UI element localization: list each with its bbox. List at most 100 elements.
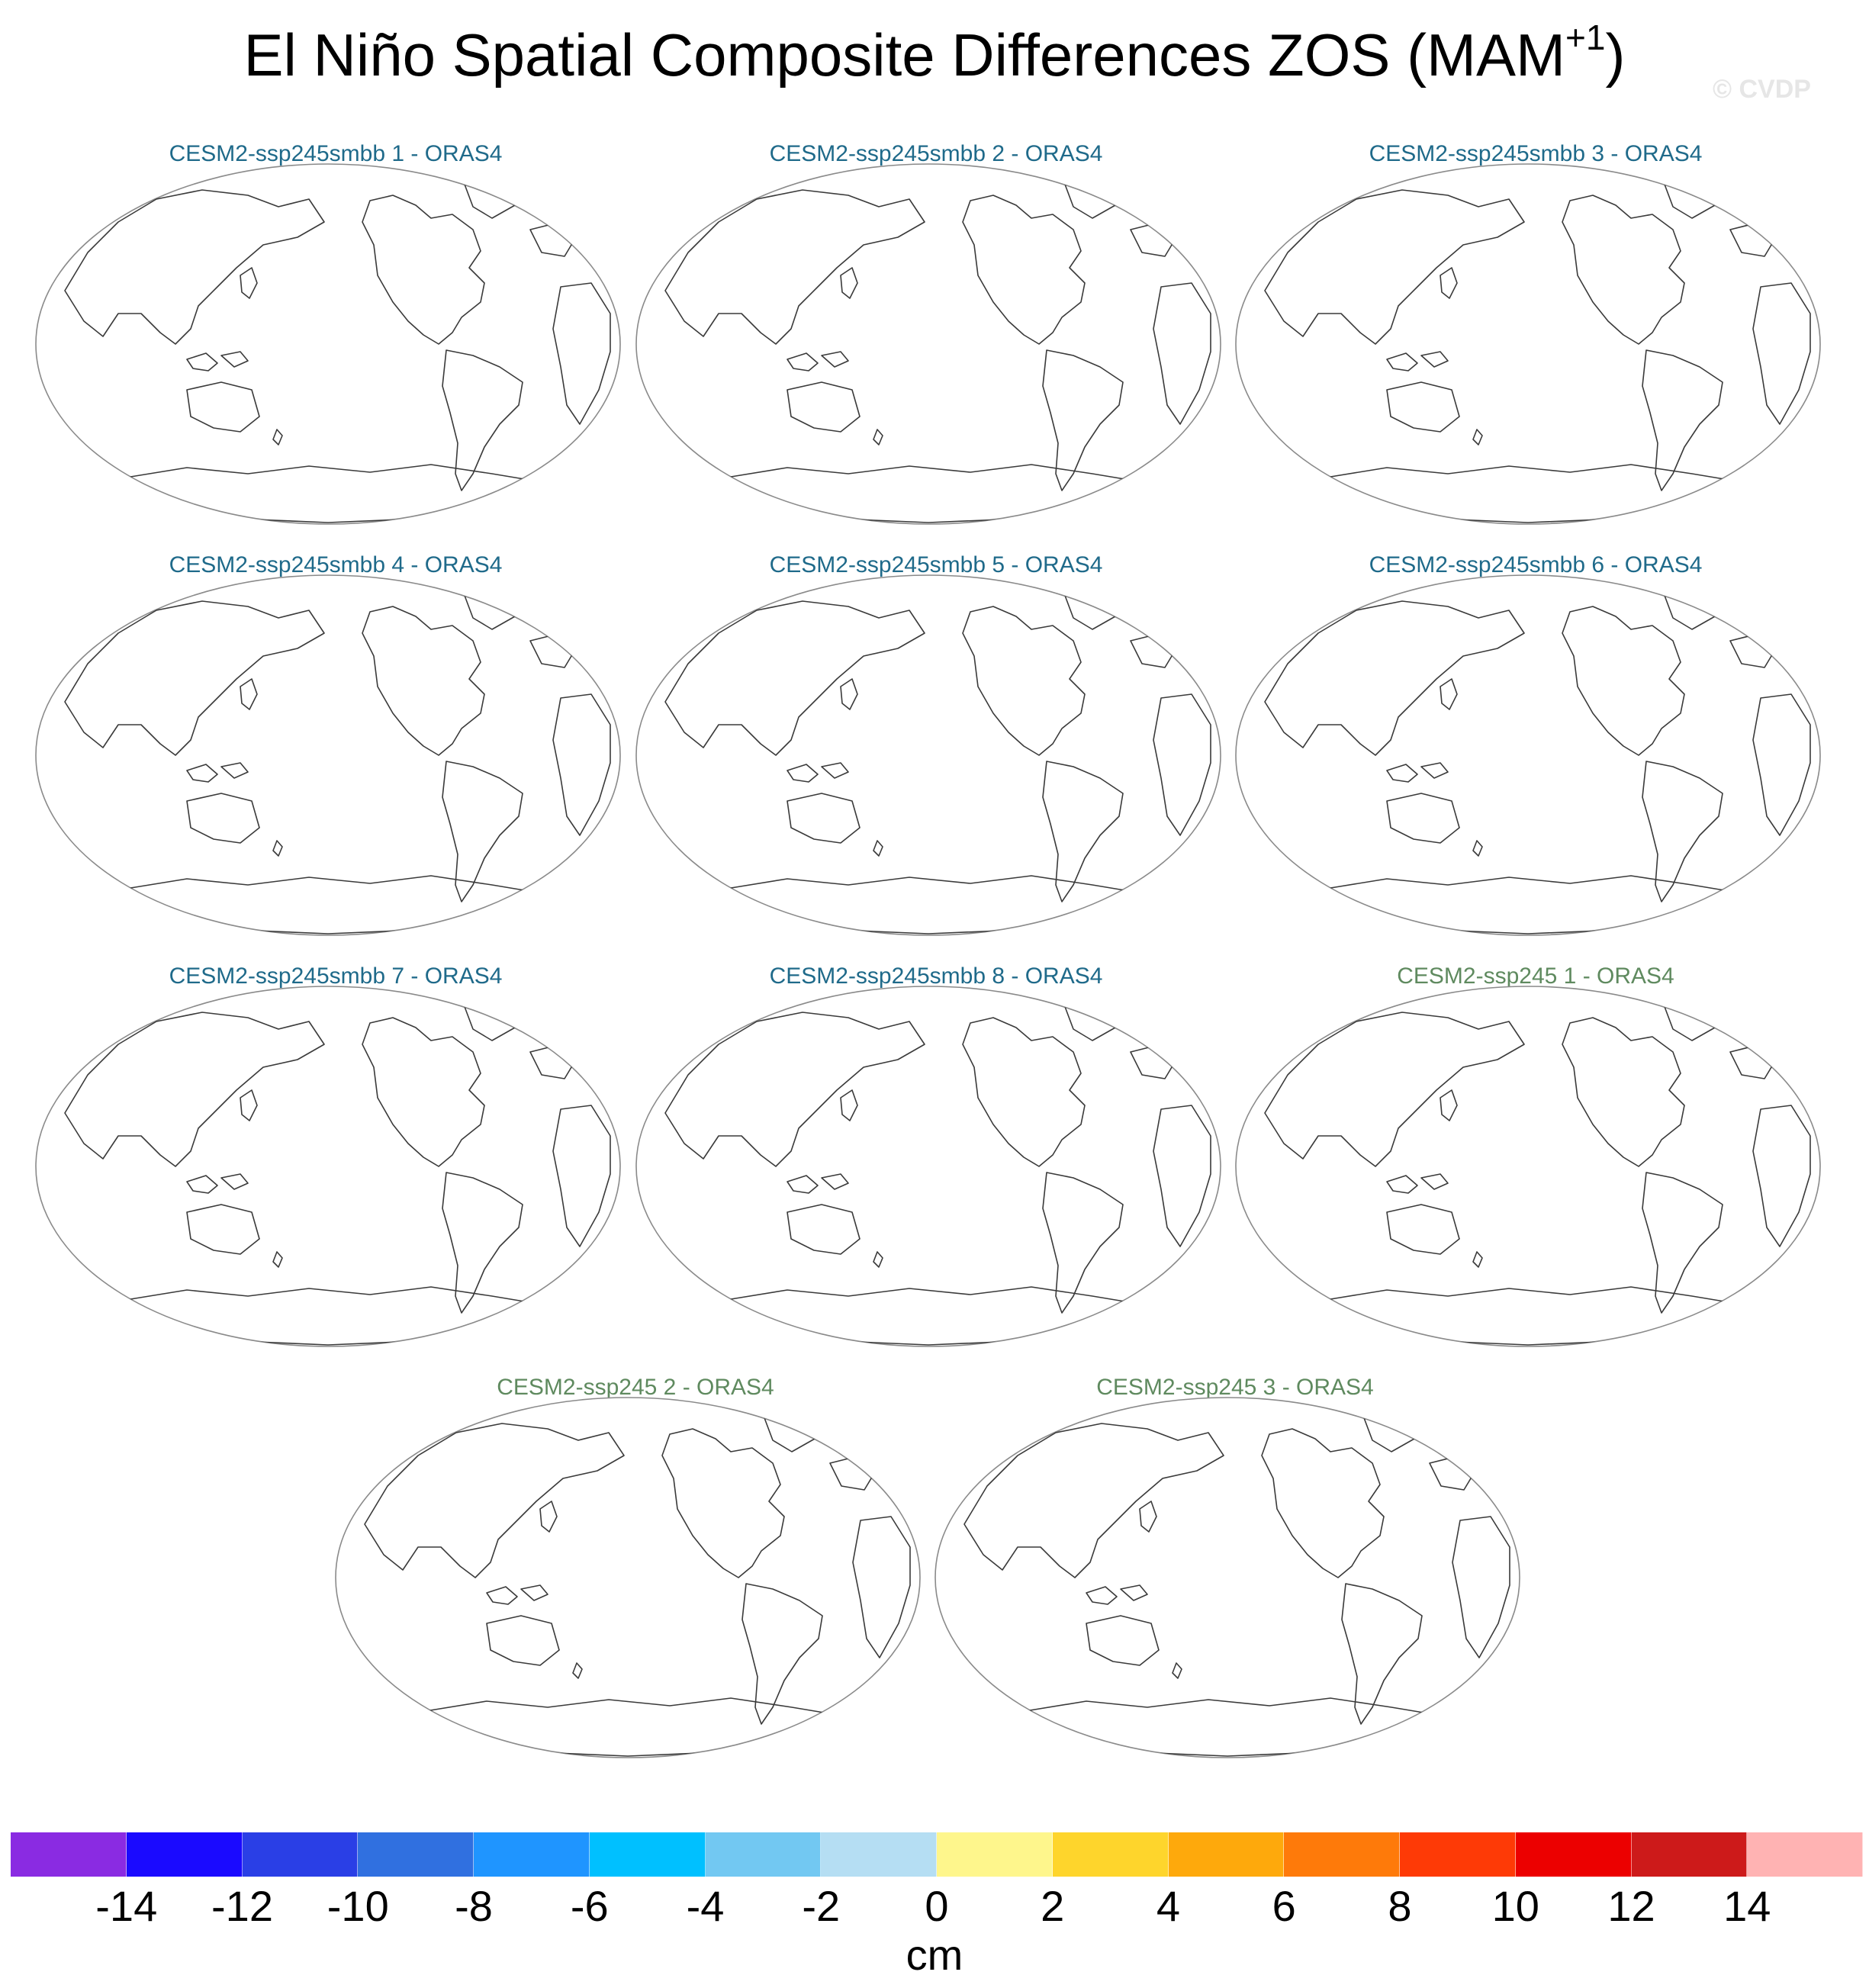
figure-title-text: El Niño Spatial Composite Differences ZO…: [243, 21, 1566, 88]
coastline: [1172, 1662, 1182, 1679]
coastline: [425, 1697, 838, 1757]
map-panel: CESM2-ssp245smbb 7 - ORAS4: [34, 963, 637, 1360]
coastline: [1752, 282, 1811, 425]
coastline: [186, 381, 260, 433]
coastline: [442, 349, 523, 491]
coastline: [821, 351, 849, 368]
coastline: [873, 840, 883, 857]
globe-outline: [35, 986, 621, 1347]
colorbar-tick: -2: [802, 1882, 841, 1930]
map-panel: CESM2-ssp245smbb 6 - ORAS4: [1234, 552, 1837, 949]
coastline: [1472, 1251, 1483, 1268]
globe-outline: [35, 163, 621, 525]
coastline: [661, 1428, 785, 1578]
colorbar-tick: 6: [1272, 1882, 1296, 1930]
coastline: [664, 189, 925, 345]
coastline: [240, 1089, 258, 1121]
coastline: [787, 1204, 861, 1255]
coastline: [552, 693, 611, 836]
coastline: [1452, 1516, 1510, 1658]
coastline: [1420, 762, 1449, 779]
colorbar-box: [1284, 1832, 1400, 1877]
coastline: [64, 600, 325, 756]
coastline: [186, 1175, 218, 1194]
colorbar-tick: 10: [1491, 1882, 1539, 1930]
coastline: [1086, 1615, 1160, 1666]
colorbar-tick: 8: [1388, 1882, 1412, 1930]
coastline: [840, 267, 858, 299]
coastline: [125, 875, 539, 934]
colorbar-box: [1168, 1832, 1285, 1877]
world-map: [1235, 574, 1821, 936]
panel-title: CESM2-ssp245 3 - ORAS4: [1096, 1375, 1374, 1400]
coastline: [125, 464, 539, 523]
map-panel: CESM2-ssp245smbb 1 - ORAS4: [34, 141, 637, 538]
coastline: [486, 1615, 560, 1666]
coastline: [840, 1089, 858, 1121]
coastline: [725, 1286, 1139, 1346]
colorbar-tick-labels: -14 -12 -10 -8 -6 -4 -2 0 2 4 6 8 10 12 14: [0, 1881, 1869, 1935]
coastline: [220, 351, 249, 368]
coastline: [272, 429, 283, 446]
coastline: [125, 1286, 539, 1346]
coastline: [1042, 349, 1124, 491]
coastline: [963, 1423, 1224, 1578]
colorbar-tick: 14: [1723, 1882, 1771, 1930]
coastline: [1086, 1586, 1118, 1605]
coastline: [1562, 1017, 1685, 1167]
coastline: [364, 1423, 625, 1578]
world-map: [635, 986, 1221, 1347]
coastline: [1472, 429, 1483, 446]
colorbar-tick: -6: [570, 1882, 609, 1930]
colorbar-tick: -14: [95, 1882, 158, 1930]
coastline: [1440, 678, 1458, 710]
globe-outline: [35, 574, 621, 936]
coastline: [1642, 1172, 1723, 1314]
coastline: [552, 282, 611, 425]
coastline: [962, 195, 1086, 345]
colorbar-box: [126, 1832, 243, 1877]
coastline: [1440, 1089, 1458, 1121]
panel-title: CESM2-ssp245smbb 3 - ORAS4: [1369, 141, 1703, 166]
coastline: [873, 429, 883, 446]
coastline: [852, 1516, 911, 1658]
coastline: [1153, 693, 1211, 836]
coastline: [442, 761, 523, 902]
colorbar-tick: 2: [1041, 1882, 1065, 1930]
globe-outline: [934, 1397, 1520, 1758]
credit-watermark: © CVDP: [1713, 75, 1811, 104]
map-panel: CESM2-ssp245smbb 2 - ORAS4: [635, 141, 1237, 538]
colorbar-units: cm: [906, 1931, 963, 1979]
coastline: [539, 1501, 558, 1533]
map-panel: CESM2-ssp245smbb 4 - ORAS4: [34, 552, 637, 949]
coastline: [1386, 764, 1418, 783]
colorbar-tick: -8: [455, 1882, 493, 1930]
coastline: [186, 352, 218, 372]
coastline: [552, 1105, 611, 1247]
colorbar-tick: 0: [925, 1882, 949, 1930]
globe-outline: [335, 1397, 921, 1758]
colorbar-box: [11, 1832, 127, 1877]
colorbar-box: [474, 1832, 590, 1877]
coastline: [240, 267, 258, 299]
world-map: [934, 1397, 1520, 1758]
panel-title: CESM2-ssp245smbb 5 - ORAS4: [769, 552, 1103, 577]
colorbar-tick: 12: [1607, 1882, 1655, 1930]
coastline: [220, 762, 249, 779]
colorbar-box: [589, 1832, 706, 1877]
coastline: [1025, 1697, 1438, 1757]
coastline: [64, 1012, 325, 1167]
panel-title: CESM2-ssp245smbb 2 - ORAS4: [769, 141, 1103, 166]
coastline: [1420, 1173, 1449, 1190]
coastline: [1120, 1584, 1148, 1601]
coastline: [1386, 1175, 1418, 1194]
world-map: [35, 163, 621, 525]
coastline: [272, 840, 283, 857]
colorbar-box: [1747, 1832, 1863, 1877]
coastline: [64, 189, 325, 345]
coastline: [1341, 1583, 1423, 1725]
colorbar-tick: -12: [211, 1882, 273, 1930]
coastline: [1386, 1204, 1460, 1255]
panel-title: CESM2-ssp245 2 - ORAS4: [497, 1375, 774, 1400]
coastline: [1642, 761, 1723, 902]
